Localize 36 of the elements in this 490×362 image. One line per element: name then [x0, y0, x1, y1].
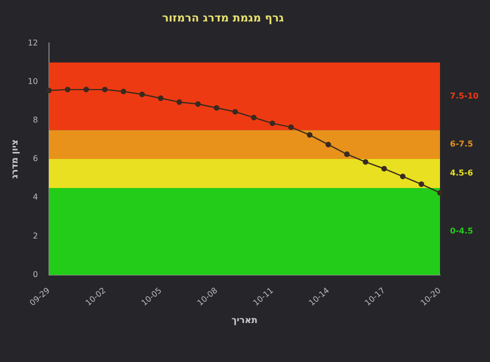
- point: [158, 95, 164, 102]
- point: [344, 151, 350, 158]
- band-label: 0-4.5: [450, 226, 474, 236]
- point: [195, 101, 201, 107]
- point: [64, 86, 70, 92]
- point: [46, 88, 52, 94]
- y-tick-label: 10: [28, 76, 38, 86]
- point: [381, 166, 387, 172]
- y-tick-label: 6: [32, 154, 38, 164]
- point: [362, 159, 368, 165]
- y-tick-label: 2: [32, 231, 38, 240]
- y-axis-title: ציון מדרג: [10, 139, 21, 179]
- y-tick-label: 0: [32, 270, 38, 279]
- x-axis-title: תאריך: [232, 316, 258, 326]
- chart-title: גרף מגמת מדרג הרמזור: [162, 11, 284, 24]
- y-tick-label: 4: [32, 192, 38, 202]
- point: [232, 108, 238, 115]
- point: [214, 105, 220, 111]
- y-tick-label: 12: [28, 38, 38, 48]
- point: [437, 190, 443, 196]
- point: [325, 142, 332, 148]
- band-label: 4.5-6: [450, 168, 474, 178]
- point: [83, 86, 90, 92]
- point: [102, 86, 108, 92]
- point: [120, 88, 126, 94]
- band-label: 7.5-10: [450, 91, 480, 100]
- point: [270, 120, 276, 126]
- point: [306, 132, 312, 138]
- y-tick-label: 8: [32, 116, 38, 125]
- point: [251, 114, 257, 120]
- point: [418, 181, 424, 187]
- point: [400, 174, 406, 180]
- band-label: 6-7.5: [450, 140, 474, 149]
- point: [176, 99, 182, 105]
- point: [288, 124, 294, 130]
- point: [139, 92, 145, 98]
